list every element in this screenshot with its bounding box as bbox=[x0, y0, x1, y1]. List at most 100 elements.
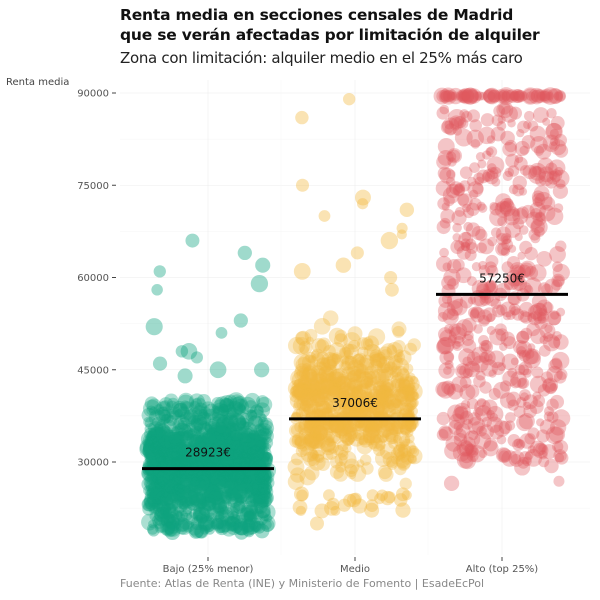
data-point bbox=[309, 378, 326, 395]
data-point bbox=[149, 436, 159, 447]
data-point bbox=[180, 446, 197, 462]
data-point bbox=[516, 397, 527, 408]
data-point bbox=[211, 484, 221, 495]
data-point bbox=[228, 521, 239, 531]
data-point bbox=[156, 446, 174, 464]
data-point bbox=[148, 449, 166, 468]
data-point bbox=[471, 262, 482, 272]
data-point bbox=[169, 468, 186, 485]
data-point bbox=[300, 368, 319, 387]
data-point bbox=[337, 440, 349, 452]
data-point bbox=[193, 473, 204, 484]
data-point bbox=[247, 415, 264, 433]
data-point bbox=[152, 474, 166, 488]
data-point bbox=[246, 432, 256, 443]
data-point bbox=[450, 240, 465, 255]
data-point bbox=[199, 473, 213, 487]
data-point bbox=[160, 480, 170, 490]
data-point bbox=[224, 516, 240, 532]
data-point bbox=[215, 326, 228, 339]
data-point bbox=[306, 418, 320, 432]
data-point bbox=[168, 487, 185, 504]
data-point bbox=[240, 445, 253, 458]
data-point bbox=[209, 458, 227, 476]
data-point bbox=[175, 444, 187, 455]
data-point bbox=[225, 517, 243, 536]
data-point bbox=[179, 413, 188, 423]
data-point bbox=[165, 450, 183, 469]
data-point bbox=[145, 477, 164, 495]
data-point bbox=[218, 442, 232, 456]
data-point bbox=[377, 464, 393, 480]
data-point bbox=[201, 438, 216, 453]
data-point bbox=[170, 451, 184, 465]
data-point bbox=[400, 404, 413, 417]
data-point bbox=[213, 475, 228, 490]
data-point bbox=[223, 470, 233, 480]
data-point bbox=[365, 396, 377, 407]
data-point bbox=[299, 377, 310, 387]
data-point bbox=[404, 342, 417, 356]
data-point bbox=[226, 406, 239, 419]
data-point bbox=[487, 236, 498, 247]
data-point bbox=[174, 511, 183, 520]
data-point bbox=[203, 403, 220, 420]
data-point bbox=[156, 401, 171, 417]
data-point bbox=[352, 353, 365, 365]
data-point bbox=[259, 452, 270, 463]
data-point bbox=[184, 490, 198, 505]
data-point bbox=[199, 497, 210, 508]
data-point bbox=[553, 475, 565, 487]
data-point bbox=[221, 416, 235, 430]
data-point bbox=[290, 385, 301, 396]
data-point bbox=[151, 469, 166, 484]
data-point bbox=[227, 445, 237, 455]
data-point bbox=[404, 382, 423, 401]
data-point bbox=[247, 510, 257, 520]
data-point bbox=[550, 310, 560, 320]
data-point bbox=[218, 506, 235, 523]
data-point bbox=[248, 434, 265, 451]
data-point bbox=[255, 441, 268, 454]
data-point bbox=[351, 385, 361, 395]
data-point bbox=[150, 487, 165, 502]
data-point bbox=[297, 438, 315, 456]
data-point bbox=[291, 384, 305, 398]
data-point bbox=[146, 459, 158, 470]
data-point bbox=[339, 409, 349, 419]
data-point bbox=[220, 454, 232, 466]
data-point bbox=[254, 504, 264, 515]
data-point bbox=[371, 418, 381, 428]
data-point bbox=[315, 453, 325, 463]
data-point bbox=[205, 438, 214, 447]
data-point bbox=[308, 380, 324, 396]
data-point bbox=[246, 509, 259, 522]
data-point bbox=[171, 470, 190, 489]
data-point bbox=[553, 203, 564, 213]
data-point bbox=[305, 351, 317, 363]
data-point bbox=[162, 471, 177, 486]
data-point bbox=[322, 433, 334, 445]
data-point bbox=[157, 512, 170, 526]
data-point bbox=[290, 424, 302, 436]
data-point bbox=[148, 427, 157, 437]
data-point bbox=[225, 435, 240, 450]
data-point bbox=[287, 380, 305, 397]
mean-label: 37006€ bbox=[332, 396, 378, 410]
data-point bbox=[180, 448, 194, 462]
data-point bbox=[329, 371, 343, 384]
data-point bbox=[190, 445, 204, 459]
data-point bbox=[232, 445, 248, 461]
data-point bbox=[214, 490, 224, 500]
data-point bbox=[166, 514, 176, 524]
data-point bbox=[146, 484, 165, 502]
data-point bbox=[187, 487, 203, 503]
data-point bbox=[255, 489, 274, 508]
data-point bbox=[194, 506, 211, 523]
data-point bbox=[407, 406, 419, 417]
data-point bbox=[405, 396, 417, 408]
data-point bbox=[496, 202, 506, 213]
data-point bbox=[171, 446, 185, 460]
data-point bbox=[330, 421, 345, 435]
data-point bbox=[161, 414, 171, 423]
